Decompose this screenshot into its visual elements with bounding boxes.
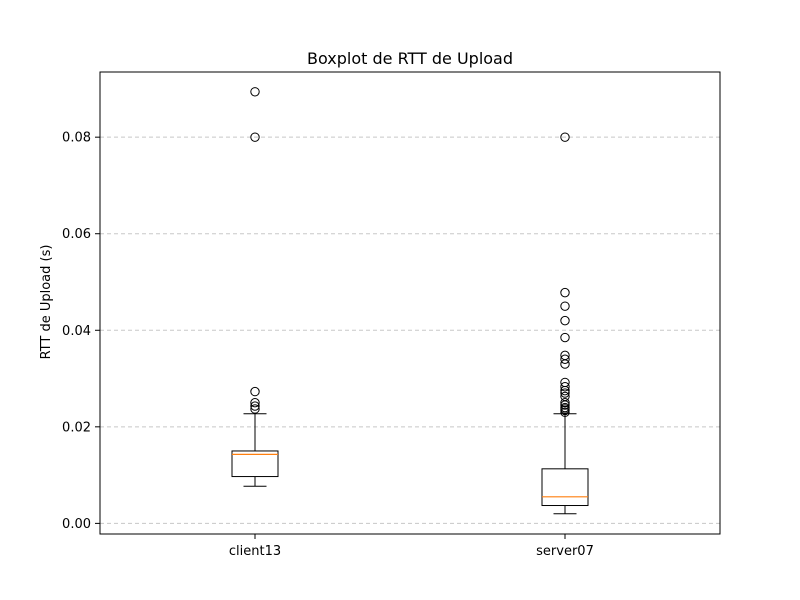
- x-axis-ticks: client13 server07: [229, 534, 594, 559]
- y-axis-label: RTT de Upload (s): [39, 245, 54, 360]
- boxes-layer: [231, 87, 589, 515]
- outlier-point: [560, 301, 570, 311]
- iqr-box: [541, 468, 589, 507]
- plot-frame: [99, 71, 721, 535]
- y-tick-label: 0.00: [62, 517, 91, 532]
- outlier-point: [560, 350, 570, 361]
- outlier-point: [560, 287, 570, 298]
- outlier-point: [250, 404, 260, 414]
- outlier-point: [560, 391, 570, 402]
- box-client13: [231, 87, 279, 487]
- outlier-point: [560, 388, 570, 398]
- outlier-point: [560, 332, 570, 343]
- y-tick-label: 0.02: [62, 420, 91, 435]
- y-tick-label: 0.08: [62, 131, 91, 146]
- outlier-point: [560, 377, 570, 388]
- outlier-point: [250, 87, 260, 97]
- box-server07: [541, 132, 589, 515]
- outlier-point: [560, 402, 570, 413]
- y-tick-label: 0.06: [62, 227, 91, 242]
- outlier-point: [250, 401, 260, 411]
- y-axis-ticks: 0.00 0.02 0.04 0.06 0.08: [62, 131, 100, 532]
- outlier-point: [560, 132, 570, 142]
- y-tick-label: 0.04: [62, 324, 91, 339]
- gridlines: [100, 136, 720, 524]
- outlier-point: [560, 382, 570, 392]
- x-tick-label: client13: [229, 544, 281, 559]
- iqr-box: [231, 450, 279, 478]
- x-tick-label: server07: [536, 544, 594, 559]
- outlier-point: [560, 354, 570, 364]
- outlier-point: [560, 397, 570, 408]
- chart-title: Boxplot de RTT de Upload: [307, 49, 513, 68]
- outlier-point: [560, 359, 570, 369]
- outlier-point: [560, 315, 570, 326]
- outlier-point: [250, 386, 260, 397]
- outlier-point: [250, 397, 260, 408]
- outlier-point: [250, 132, 260, 142]
